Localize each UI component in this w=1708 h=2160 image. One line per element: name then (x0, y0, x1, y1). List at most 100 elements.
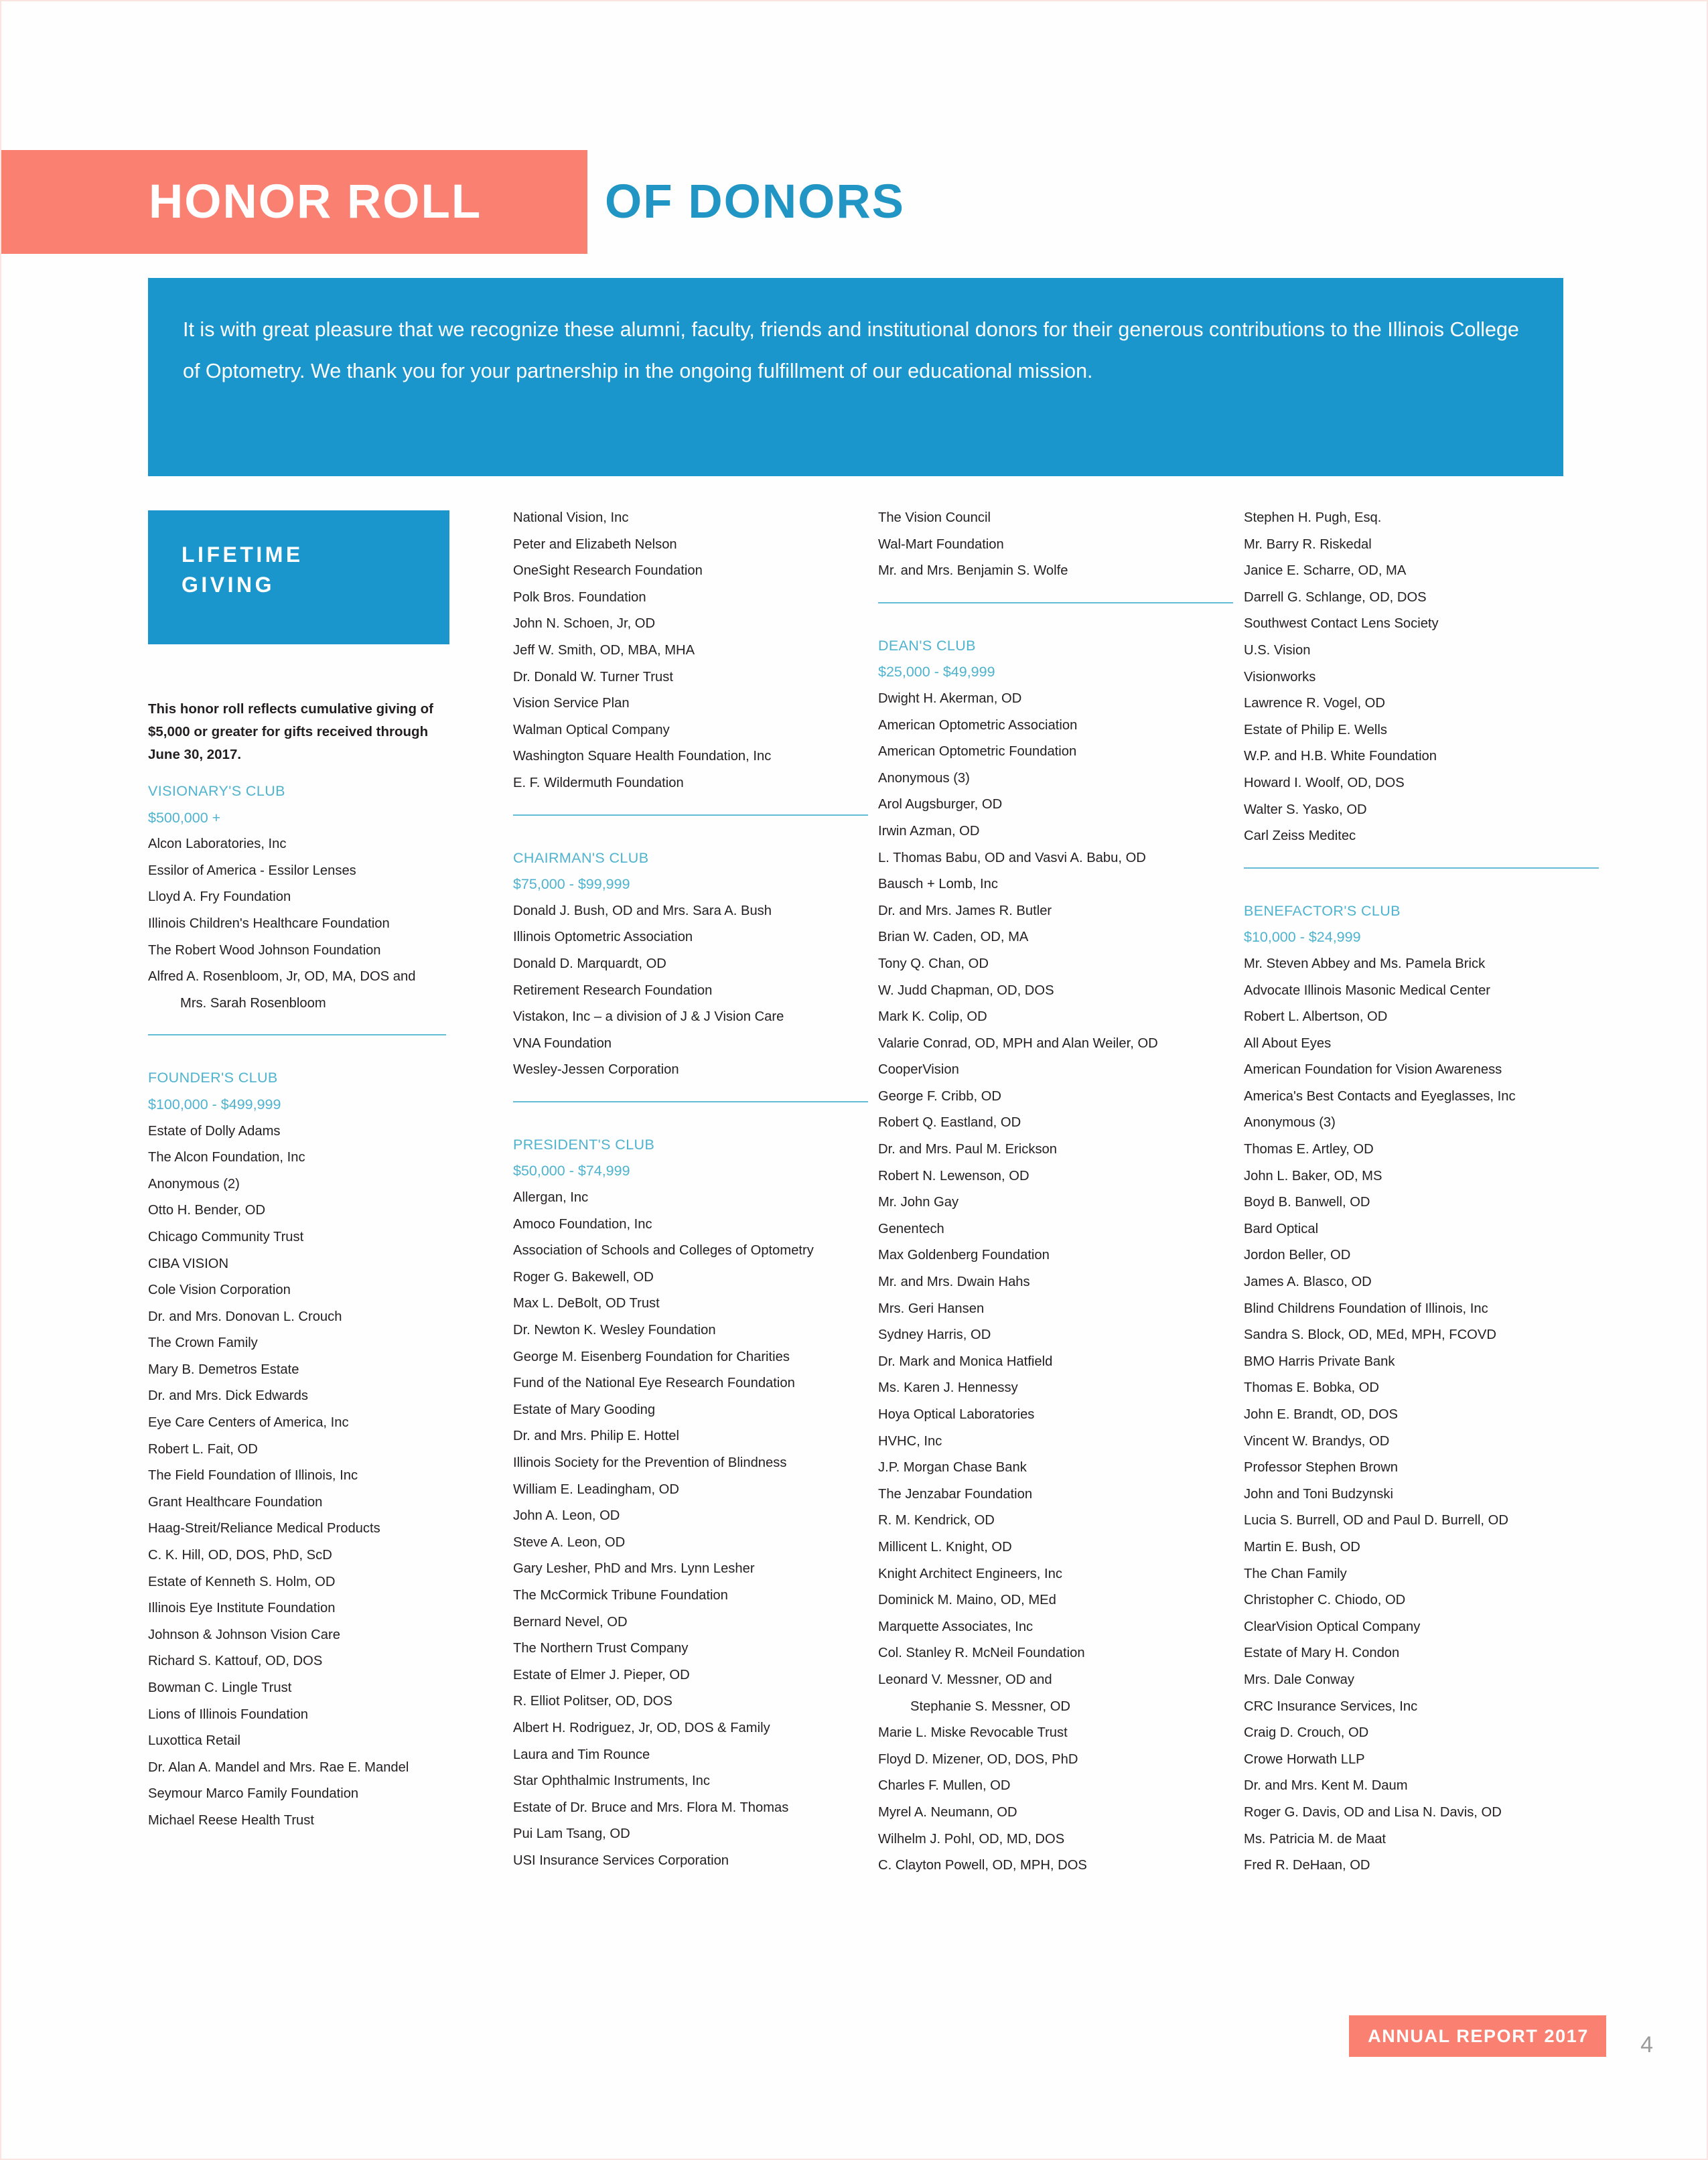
page-title-highlight: HONOR ROLL (149, 175, 482, 228)
list-item: Bausch + Lomb, Inc (878, 877, 998, 892)
list-item: William E. Leadingham, OD (513, 1482, 679, 1497)
list-item: Sydney Harris, OD (878, 1327, 991, 1343)
list-item: Mr. Barry R. Riskedal (1244, 536, 1372, 552)
list-item: Star Ophthalmic Instruments, Inc (513, 1774, 710, 1789)
list-item: Bernard Nevel, OD (513, 1614, 628, 1630)
list-item: Michael Reese Health Trust (148, 1812, 314, 1828)
club-name-benefactors: BENEFACTOR'S CLUB (1244, 902, 1401, 919)
list-item: Wilhelm J. Pohl, OD, MD, DOS (878, 1831, 1065, 1847)
list-item: Illinois Children's Healthcare Foundatio… (148, 916, 390, 931)
list-item: CooperVision (878, 1062, 959, 1078)
list-item: Arol Augsburger, OD (878, 797, 1003, 812)
list-item: E. F. Wildermuth Foundation (513, 775, 684, 790)
club-name-deans: DEAN'S CLUB (878, 637, 976, 654)
list-item: Laura and Tim Rounce (513, 1747, 650, 1762)
list-item: The Chan Family (1244, 1566, 1347, 1581)
list-item: L. Thomas Babu, OD and Vasvi A. Babu, OD (878, 850, 1146, 865)
list-item: Carl Zeiss Meditec (1244, 829, 1356, 844)
list-item: Vistakon, Inc – a division of J & J Visi… (513, 1009, 784, 1025)
list-item: American Optometric Foundation (878, 744, 1077, 760)
list-item: George M. Eisenberg Foundation for Chari… (513, 1349, 790, 1364)
list-item: Max L. DeBolt, OD Trust (513, 1296, 660, 1311)
list-item: CIBA VISION (148, 1256, 229, 1271)
donor-column-3: The Vision Council Wal-Mart Foundation M… (878, 505, 1233, 1879)
club-section-benefactors: BENEFACTOR'S CLUB $10,000 - $24,999 Mr. … (1244, 898, 1599, 1879)
list-item: Mary B. Demetros Estate (148, 1362, 299, 1377)
list-item: C. Clayton Powell, OD, MPH, DOS (878, 1858, 1087, 1873)
list-item: Ms. Karen J. Hennessy (878, 1380, 1018, 1396)
section-divider (148, 1034, 446, 1036)
list-item: American Optometric Association (878, 717, 1078, 733)
list-item: Vincent W. Brandys, OD (1244, 1433, 1390, 1449)
list-item: John and Toni Budzynski (1244, 1486, 1393, 1502)
list-item: Roger G. Bakewell, OD (513, 1269, 654, 1285)
list-item: Dr. and Mrs. Kent M. Daum (1244, 1778, 1408, 1794)
list-item: Blind Childrens Foundation of Illinois, … (1244, 1301, 1488, 1316)
list-item: Professor Stephen Brown (1244, 1460, 1399, 1475)
list-item: Estate of Dr. Bruce and Mrs. Flora M. Th… (513, 1800, 789, 1815)
masthead: HONOR ROLL OF DONORS (1, 150, 905, 254)
list-item: Illinois Optometric Association (513, 930, 693, 945)
list-item: The Robert Wood Johnson Foundation (148, 942, 381, 958)
list-item: Steve A. Leon, OD (513, 1534, 626, 1550)
section-divider (1244, 867, 1599, 869)
list-item: Johnson & Johnson Vision Care (148, 1627, 340, 1642)
donor-column-2: National Vision, Inc Peter and Elizabeth… (513, 505, 868, 1875)
list-item: Dr. and Mrs. Philip E. Hottel (513, 1429, 679, 1444)
list-item: John E. Brandt, OD, DOS (1244, 1407, 1399, 1422)
list-item: Vision Service Plan (513, 696, 630, 711)
list-item: Association of Schools and Colleges of O… (513, 1243, 814, 1258)
list-item: Mrs. Sarah Rosenbloom (180, 995, 326, 1011)
list-item: Mr. John Gay (878, 1195, 959, 1210)
list-item: R. Elliot Politser, OD, DOS (513, 1694, 672, 1709)
list-item: Valarie Conrad, OD, MPH and Alan Weiler,… (878, 1035, 1158, 1051)
list-item: VNA Foundation (513, 1035, 612, 1051)
list-item: Mark K. Colip, OD (878, 1009, 987, 1025)
lifetime-giving-line2: GIVING (182, 573, 275, 597)
list-item: CRC Insurance Services, Inc (1244, 1699, 1418, 1714)
intro-text: It is with great pleasure that we recogn… (183, 318, 1519, 382)
list-item: Knight Architect Engineers, Inc (878, 1566, 1062, 1581)
list-item: Martin E. Bush, OD (1244, 1539, 1360, 1555)
list-item: Robert N. Lewenson, OD (878, 1168, 1029, 1183)
list-item: Estate of Dolly Adams (148, 1123, 281, 1139)
list-item: Christopher C. Chiodo, OD (1244, 1593, 1406, 1608)
list-item: Dr. Alan A. Mandel and Mrs. Rae E. Mande… (148, 1759, 409, 1775)
deans-continued: Stephen H. Pugh, Esq. Mr. Barry R. Riske… (1244, 505, 1599, 850)
list-item: ClearVision Optical Company (1244, 1619, 1421, 1634)
list-item: Illinois Society for the Prevention of B… (513, 1455, 787, 1470)
list-item: National Vision, Inc (513, 510, 629, 525)
list-item: J.P. Morgan Chase Bank (878, 1460, 1027, 1475)
intro-banner: It is with great pleasure that we recogn… (148, 278, 1563, 476)
presidents-continued: The Vision Council Wal-Mart Foundation M… (878, 505, 1233, 585)
donor-column-1: VISIONARY'S CLUB $500,000 + Alcon Labora… (148, 505, 503, 1834)
list-item: W. Judd Chapman, OD, DOS (878, 983, 1054, 998)
list-item: Visionworks (1244, 669, 1316, 685)
lifetime-giving-box: LIFETIME GIVING (148, 510, 449, 644)
list-item: Irwin Azman, OD (878, 823, 980, 839)
list-item: Leonard V. Messner, OD and (878, 1672, 1052, 1687)
list-item: Lions of Illinois Foundation (148, 1707, 309, 1722)
list-item: Jordon Beller, OD (1244, 1248, 1351, 1263)
list-item: Dr. Donald W. Turner Trust (513, 669, 673, 685)
list-item: Sandra S. Block, OD, MEd, MPH, FCOVD (1244, 1327, 1496, 1343)
list-item: Boyd B. Banwell, OD (1244, 1195, 1370, 1210)
list-item: Allergan, Inc (513, 1190, 589, 1206)
list-item: Dwight H. Akerman, OD (878, 691, 1022, 706)
honor-roll-note: This honor roll reflects cumulative givi… (148, 701, 434, 762)
list-item: Fund of the National Eye Research Founda… (513, 1376, 795, 1391)
list-item: Otto H. Bender, OD (148, 1203, 266, 1218)
list-item: Fred R. DeHaan, OD (1244, 1858, 1370, 1873)
section-divider (513, 814, 868, 816)
club-section-presidents: PRESIDENT'S CLUB $50,000 - $74,999 Aller… (513, 1132, 868, 1875)
list-item: Lloyd A. Fry Foundation (148, 889, 291, 905)
list-item: Dr. Newton K. Wesley Foundation (513, 1323, 716, 1338)
list-item: Estate of Elmer J. Pieper, OD (513, 1667, 690, 1682)
club-name-presidents: PRESIDENT'S CLUB (513, 1136, 655, 1153)
list-item: Marquette Associates, Inc (878, 1619, 1034, 1634)
list-item: Mr. and Mrs. Benjamin S. Wolfe (878, 563, 1068, 579)
list-item: Estate of Kenneth S. Holm, OD (148, 1574, 336, 1589)
list-item: George F. Cribb, OD (878, 1088, 1001, 1104)
list-item: Hoya Optical Laboratories (878, 1407, 1035, 1422)
